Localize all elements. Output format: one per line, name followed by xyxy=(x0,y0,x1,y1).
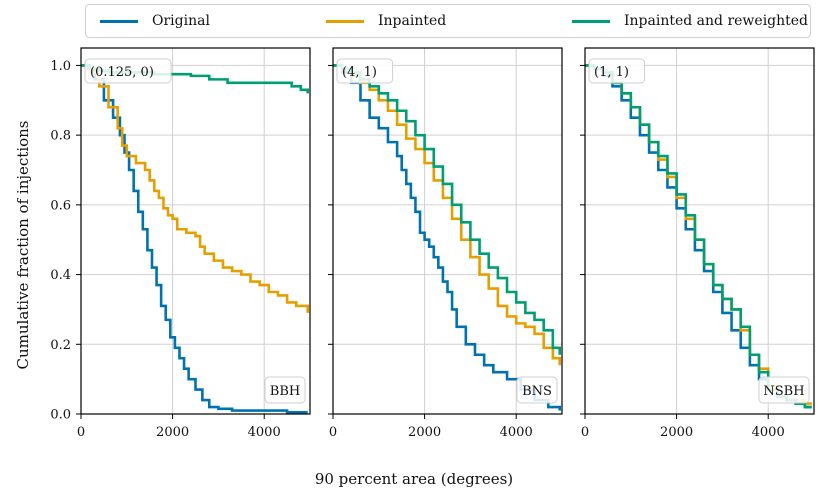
series-line-inpainted-and-reweighted xyxy=(333,64,562,355)
series-line-inpainted xyxy=(81,64,310,313)
legend-label-inpainted-reweighted: Inpainted and reweighted xyxy=(624,13,809,29)
panel-tag-box xyxy=(84,58,172,84)
y-tick-label: 1.0 xyxy=(50,59,71,74)
legend-item-original: Original xyxy=(100,5,210,37)
x-tick-label: 2000 xyxy=(408,425,441,440)
x-tick-label: 0 xyxy=(77,425,85,440)
panel-tag: (4, 1) xyxy=(342,65,377,80)
panel-bbh: 0 2000 4000 0.0 0.2 0.4 0.6 0.8 1.0 (0.125, 0) BBH xyxy=(50,47,311,440)
legend-swatch-inpainted-reweighted xyxy=(572,19,610,23)
series-line-original xyxy=(333,64,562,411)
panel-tag-box xyxy=(336,58,394,84)
legend: Original Inpainted Inpainted and reweigh… xyxy=(85,4,811,38)
legend-swatch-inpainted xyxy=(326,19,364,23)
y-tick-label: 0.4 xyxy=(50,268,71,283)
series-line-inpainted-and-reweighted xyxy=(585,64,812,409)
panel-bns: 0 2000 4000 (4, 1) BNS xyxy=(328,47,563,440)
legend-label-original: Original xyxy=(152,13,210,29)
panel-tag: (1, 1) xyxy=(594,65,629,80)
legend-swatch-original xyxy=(100,19,138,23)
x-tick-label: 0 xyxy=(581,425,589,440)
x-tick-label: 0 xyxy=(329,425,337,440)
x-tick-label: 4000 xyxy=(248,425,281,440)
x-tick-label: 2000 xyxy=(156,425,189,440)
panel-frame xyxy=(80,47,311,415)
legend-item-inpainted-reweighted: Inpainted and reweighted xyxy=(572,5,808,37)
x-tick-label: 4000 xyxy=(752,425,785,440)
series-line-inpainted xyxy=(585,64,812,405)
y-tick-label: 0.2 xyxy=(50,338,71,353)
y-axis-label: Cumulative fraction of injections xyxy=(14,120,32,369)
series-line-original xyxy=(585,64,812,409)
panel-frame xyxy=(332,47,563,415)
series-line-original xyxy=(81,64,308,414)
y-tick-label: 0.0 xyxy=(50,408,71,423)
corner-label-box xyxy=(516,376,558,404)
corner-label-box xyxy=(264,376,306,404)
x-axis-label: 90 percent area (degrees) xyxy=(315,470,513,488)
y-tick-label: 0.6 xyxy=(50,198,71,213)
x-tick-label: 4000 xyxy=(500,425,533,440)
x-tick-label: 2000 xyxy=(660,425,693,440)
panels-group: 0 2000 4000 0.0 0.2 0.4 0.6 0.8 1.0 (0.125, 0) BBH… xyxy=(50,47,815,440)
corner-label-box xyxy=(758,376,810,404)
panel-tag-box xyxy=(588,58,646,84)
legend-label-inpainted: Inpainted xyxy=(378,13,447,29)
panel-nsbh: 0 2000 4000 (1, 1) NSBH xyxy=(580,47,815,440)
legend-item-inpainted: Inpainted xyxy=(326,5,446,37)
panel-frame xyxy=(584,47,815,415)
series-line-inpainted xyxy=(333,64,562,366)
y-tick-label: 0.8 xyxy=(50,129,71,144)
corner-label: NSBH xyxy=(763,384,804,399)
corner-label: BNS xyxy=(522,384,552,399)
panel-tag: (0.125, 0) xyxy=(90,65,154,80)
corner-label: BBH xyxy=(270,384,300,399)
